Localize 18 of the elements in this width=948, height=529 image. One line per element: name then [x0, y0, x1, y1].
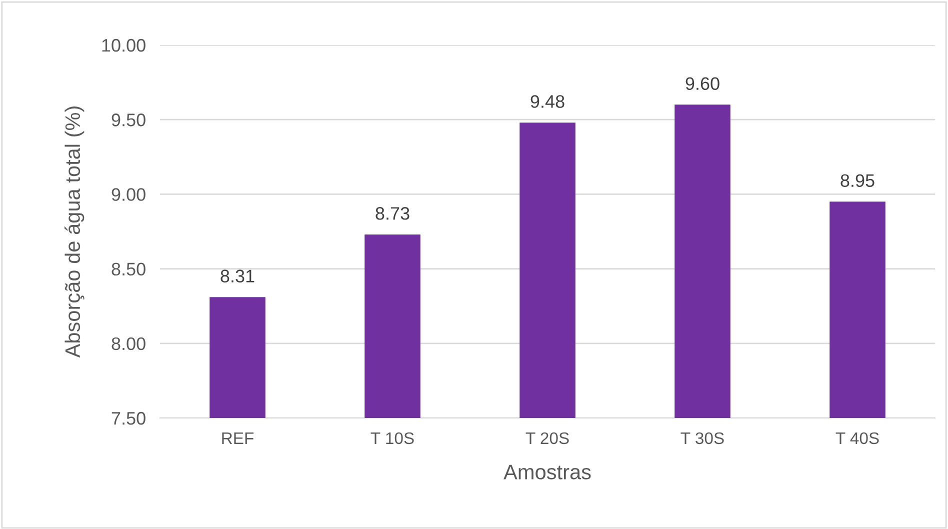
y-tick-label: 10.00	[102, 38, 146, 52]
y-tick-label: 7.50	[112, 412, 146, 425]
y-tick-label: 8.50	[112, 262, 146, 276]
x-tick-label: T 20S	[526, 432, 569, 444]
data-label: 9.60	[686, 77, 720, 90]
y-tick-label: 8.00	[112, 337, 146, 350]
y-tick-label: 9.50	[112, 114, 146, 126]
data-label: 8.31	[220, 270, 254, 282]
x-axis-title: Amostras	[504, 464, 591, 480]
x-tick-label: T 40S	[836, 432, 879, 444]
x-tick-label: T 10S	[370, 432, 414, 444]
data-label: 9.48	[530, 95, 564, 108]
x-tick-label: REF	[222, 432, 254, 444]
data-label: 8.73	[376, 207, 410, 220]
data-label: 8.95	[840, 174, 874, 187]
x-tick-label: T 30S	[680, 432, 724, 444]
y-tick-label: 9.00	[112, 188, 146, 201]
y-axis-title: Absorção de água total (%)	[64, 106, 84, 358]
